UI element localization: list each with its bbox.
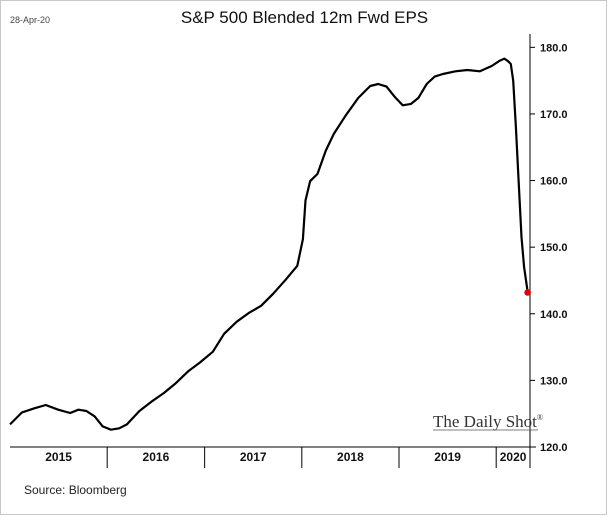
date-stamp: 28-Apr-20	[10, 15, 51, 25]
watermark-logo: The Daily Shot®	[433, 412, 543, 431]
x-year-label: 2020	[500, 450, 527, 464]
x-year-label: 2016	[143, 450, 170, 464]
x-year-label: 2017	[240, 450, 267, 464]
chart-axes	[10, 34, 536, 468]
chart-title: S&P 500 Blended 12m Fwd EPS	[180, 8, 429, 27]
y-ticks: 180.0 170.0 160.0 150.0 140.0 130.0 120.0	[530, 42, 568, 454]
y-tick-label: 170.0	[540, 109, 568, 121]
endpoint-marker	[524, 289, 531, 296]
x-year-label: 2015	[45, 450, 72, 464]
y-tick-label: 180.0	[540, 42, 568, 54]
y-tick-label: 160.0	[540, 176, 568, 188]
eps-line	[9, 57, 529, 431]
source-note: Source: Bloomberg	[24, 483, 127, 497]
x-year-label: 2018	[337, 450, 364, 464]
y-tick-label: 120.0	[540, 442, 568, 454]
y-tick-label: 140.0	[540, 309, 568, 321]
y-tick-label: 130.0	[540, 375, 568, 387]
y-tick-label: 150.0	[540, 242, 568, 254]
x-year-labels: 2015 2016 2017 2018 2019 2020	[45, 447, 527, 468]
series-layer	[9, 57, 531, 431]
x-year-label: 2019	[434, 450, 461, 464]
